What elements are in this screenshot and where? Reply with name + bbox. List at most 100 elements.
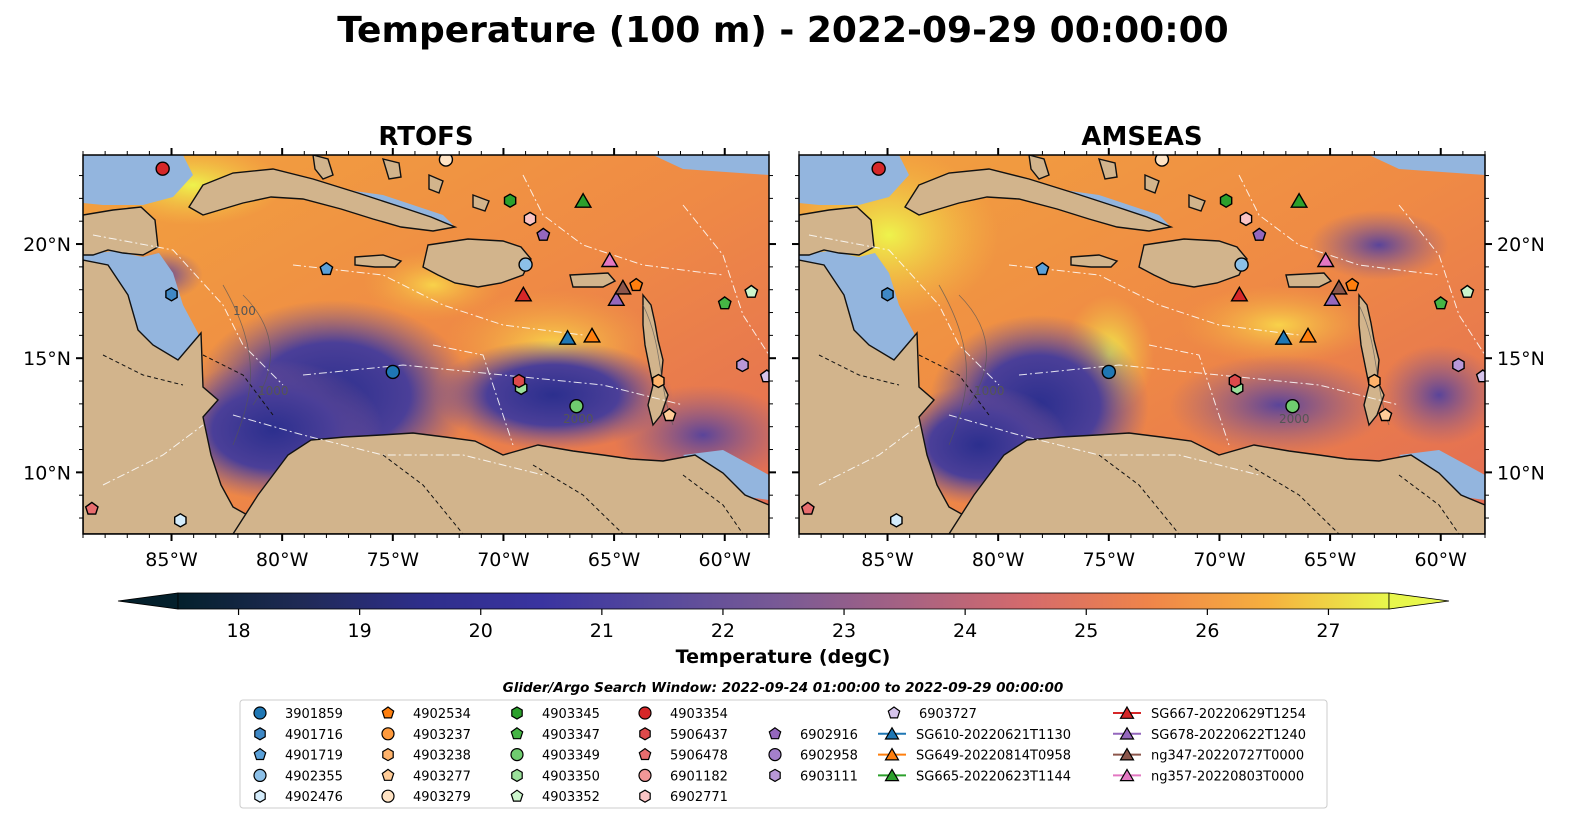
- observation-marker[interactable]: [759, 369, 773, 383]
- observation-marker[interactable]: [1323, 290, 1342, 306]
- observation-marker[interactable]: [523, 211, 537, 227]
- observation-marker[interactable]: [871, 161, 886, 176]
- observation-marker[interactable]: [514, 285, 533, 302]
- legend-marker: [254, 789, 266, 803]
- observation-marker[interactable]: [1101, 364, 1117, 380]
- map-panel-amseas[interactable]: AMSEAS: [779, 122, 1545, 571]
- lat-tick-label: 10°N: [23, 462, 71, 484]
- legend-marker: [1119, 768, 1135, 782]
- legend-label: 3901859: [285, 707, 343, 722]
- lon-tick-label: 85°W: [145, 549, 198, 571]
- observation-marker[interactable]: [165, 286, 178, 302]
- legend-label: 4903352: [542, 790, 600, 805]
- observation-marker[interactable]: [662, 407, 677, 422]
- observation-marker[interactable]: [1252, 227, 1267, 241]
- observation-marker[interactable]: [512, 373, 526, 389]
- observation-marker[interactable]: [1378, 407, 1393, 422]
- observation-marker[interactable]: [1475, 369, 1489, 383]
- legend-marker: [382, 747, 394, 762]
- observation-marker[interactable]: [652, 373, 665, 389]
- contour-label-amseas-2000: 2000: [1279, 412, 1310, 426]
- observation-marker[interactable]: [1290, 192, 1309, 208]
- observation-marker[interactable]: [518, 257, 533, 272]
- legend-marker: [887, 706, 901, 719]
- contour-label-rtofs-100: 100: [233, 304, 256, 318]
- lat-tick-label: 15°N: [23, 348, 71, 370]
- lat-tick-label: 20°N: [23, 234, 71, 256]
- panel-title-rtofs: RTOFS: [378, 122, 473, 152]
- observation-marker[interactable]: [607, 290, 626, 306]
- observation-marker[interactable]: [600, 251, 619, 268]
- observation-marker[interactable]: [1239, 211, 1253, 227]
- legend-title: Glider/Argo Search Window: 2022-09-24 01…: [503, 680, 1064, 696]
- observation-marker[interactable]: [155, 161, 170, 176]
- observation-marker[interactable]: [536, 227, 551, 241]
- observation-marker[interactable]: [1452, 357, 1465, 373]
- observation-marker[interactable]: [1234, 257, 1249, 272]
- observation-marker[interactable]: [629, 277, 644, 292]
- observation-marker[interactable]: [582, 327, 602, 343]
- legend-marker: [639, 727, 651, 741]
- legend-label: 4902355: [285, 769, 343, 784]
- legend-label: ng347-20220727T0000: [1151, 749, 1304, 764]
- axes-amseas: 85°W 80°W 75°W 70°W 65°W 60°W 20°N 15°N 10°N: [792, 148, 1545, 571]
- legend-marker: [1119, 747, 1135, 761]
- legend-label: 4902476: [285, 790, 343, 805]
- lon-tick-label: 70°W: [477, 549, 530, 571]
- observation-marker[interactable]: [173, 512, 187, 528]
- observation-marker[interactable]: [558, 329, 577, 345]
- map-panel-rtofs[interactable]: RTOFS: [23, 122, 793, 571]
- observation-marker[interactable]: [1230, 285, 1249, 302]
- lon-tick-label: 65°W: [1304, 549, 1357, 571]
- colorbar-tick-label: 27: [1316, 620, 1340, 642]
- observation-marker[interactable]: [1367, 373, 1381, 389]
- legend-marker: [638, 747, 652, 761]
- observation-marker[interactable]: [84, 501, 99, 515]
- observation-marker[interactable]: [613, 278, 632, 295]
- observation-marker[interactable]: [800, 501, 815, 515]
- panel-title-amseas: AMSEAS: [1081, 122, 1202, 152]
- legend-label: 4901719: [285, 749, 343, 764]
- observation-marker[interactable]: [574, 192, 593, 208]
- observation-marker[interactable]: [1035, 261, 1050, 276]
- observation-marker[interactable]: [1154, 153, 1170, 167]
- observation-marker[interactable]: [1274, 329, 1293, 345]
- observation-marker[interactable]: [744, 284, 759, 298]
- observation-marker[interactable]: [881, 286, 894, 302]
- observation-marker[interactable]: [319, 261, 334, 276]
- lon-tick-label: 65°W: [588, 549, 641, 571]
- legend-label: 4903279: [413, 790, 471, 805]
- lon-tick-label: 80°W: [972, 549, 1025, 571]
- colorbar-tick-label: 20: [469, 620, 493, 642]
- observation-marker[interactable]: [385, 364, 401, 380]
- observation-marker[interactable]: [736, 357, 749, 373]
- legend-marker: [253, 747, 267, 761]
- legend-label: 4903238: [413, 749, 471, 764]
- observation-marker[interactable]: [1345, 277, 1360, 292]
- observation-marker[interactable]: [1460, 284, 1475, 298]
- figure-title: Temperature (100 m) - 2022-09-29 00:00:0…: [337, 10, 1228, 51]
- legend-label: 6903727: [919, 707, 977, 722]
- observation-marker[interactable]: [1433, 296, 1448, 310]
- legend-marker: [381, 727, 395, 741]
- observation-marker[interactable]: [717, 296, 732, 310]
- legend-label: ng357-20220803T0000: [1151, 769, 1304, 784]
- observation-marker[interactable]: [1316, 251, 1335, 268]
- legend-marker: [1119, 726, 1135, 740]
- observation-marker[interactable]: [438, 153, 454, 167]
- legend-label: SG610-20220621T1130: [916, 728, 1071, 743]
- observation-marker[interactable]: [1228, 373, 1242, 389]
- observation-marker[interactable]: [1329, 278, 1348, 295]
- observation-marker[interactable]: [1298, 327, 1318, 343]
- legend-label: 5906478: [670, 749, 728, 764]
- legend-label: 6902771: [670, 790, 728, 805]
- temperature-field-amseas: 1000 2000: [799, 153, 1489, 534]
- observation-marker[interactable]: [1219, 193, 1233, 209]
- legend-marker: [253, 768, 267, 783]
- observation-marker[interactable]: [569, 398, 584, 414]
- observation-marker[interactable]: [1285, 398, 1300, 414]
- observation-marker[interactable]: [890, 512, 903, 528]
- legend-label: SG667-20220629T1254: [1151, 707, 1306, 722]
- observation-marker[interactable]: [503, 193, 517, 209]
- legend-marker: [769, 768, 781, 783]
